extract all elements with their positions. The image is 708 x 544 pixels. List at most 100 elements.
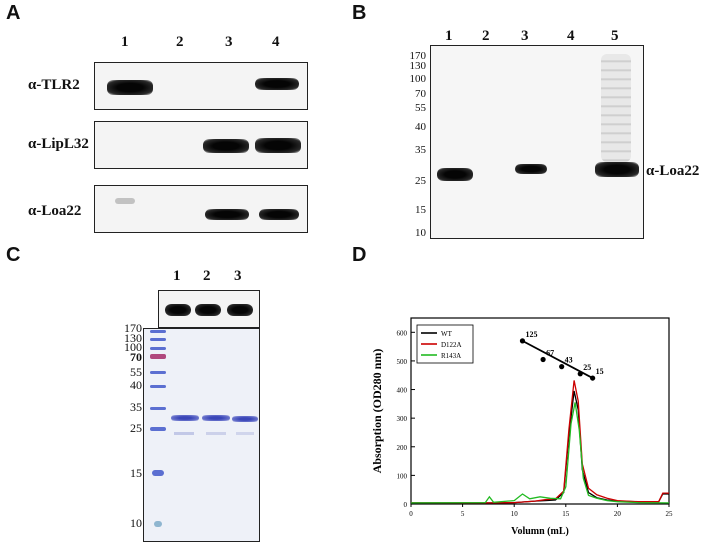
band-c-top-lane-1 [165, 304, 191, 316]
ladder-band-100 [150, 347, 166, 350]
ladder-band-130 [150, 338, 166, 341]
y-tick-label: 600 [397, 329, 408, 337]
y-tick-label: 0 [404, 501, 408, 509]
legend: WT D122A R143A [416, 324, 474, 364]
mw-c-35: 35 [130, 400, 142, 414]
mw-b-170: 170 [409, 50, 427, 62]
antibody-loa22-label-a: α-Loa22 [28, 203, 82, 219]
gel-faint-band-lane-3 [236, 432, 254, 435]
antibody-tlr2-label: α-TLR2 [28, 77, 80, 93]
panel-c-lane-2: 2 [203, 268, 211, 284]
panel-a-lane-3: 3 [225, 34, 233, 50]
y-tick-label: 100 [397, 472, 408, 480]
mw-c-40: 40 [130, 378, 142, 392]
gel-band-lane-2 [202, 415, 230, 421]
mw-c-170: 170 [124, 321, 142, 335]
antibody-loa22-label-b: α-Loa22 [646, 163, 700, 179]
band-b-lane-3 [515, 164, 547, 174]
series-line-r143a [410, 402, 670, 504]
mw-b-40: 40 [415, 121, 426, 133]
panel-a-label: A [6, 2, 21, 24]
ladder-band-15 [152, 470, 164, 476]
ladder-band-35 [150, 407, 166, 410]
legend-items: WT D122A R143A [421, 330, 462, 360]
standard-label: 25 [583, 363, 591, 372]
band-tlr2-lane-4 [255, 78, 299, 90]
panel-b-lane-4: 4 [567, 28, 575, 44]
mw-c-25: 25 [130, 421, 142, 435]
gel-faint-band-lane-2 [206, 432, 226, 435]
mw-c-70: 70 [130, 350, 142, 364]
mw-c-130: 130 [124, 331, 142, 345]
band-lipl32-lane-3 [203, 139, 249, 153]
panel-a-lane-1: 1 [121, 34, 129, 50]
panel-c-lane-3: 3 [234, 268, 242, 284]
mw-b-55: 55 [415, 102, 426, 114]
ladder-band-40 [150, 385, 166, 388]
panel-a-lane-2: 2 [176, 34, 184, 50]
mw-c-15: 15 [130, 466, 142, 480]
legend-label: D122A [441, 341, 462, 349]
x-ticks: 0 5 10 15 20 25 [409, 504, 673, 518]
gel-faint-band-lane-1 [174, 432, 194, 435]
mw-standards: 125 67 43 25 15 [519, 330, 604, 381]
mw-b-25: 25 [415, 175, 426, 187]
mw-b-10: 10 [415, 227, 426, 239]
band-loa22-lane-4 [259, 209, 299, 220]
blot-lipl32 [94, 121, 308, 169]
standard-label: 125 [525, 330, 537, 339]
ladder-band-170 [150, 330, 166, 333]
ladder-band-70 [150, 354, 166, 359]
y-ticks: 0 100 200 300 400 500 600 [397, 329, 415, 509]
ladder-band-25 [150, 427, 166, 431]
band-loa22-lane-3 [205, 209, 249, 220]
y-axis-label: Absorption (OD280 nm) [370, 349, 384, 474]
coomassie-gel [143, 328, 260, 542]
x-tick-label: 5 [461, 510, 465, 518]
x-tick-label: 10 [511, 510, 519, 518]
smear-b-lane-5 [601, 54, 631, 162]
legend-label: R143A [441, 352, 461, 360]
y-tick-label: 300 [397, 415, 408, 423]
blot-loa22-b [430, 45, 644, 239]
mw-b-100: 100 [409, 73, 427, 85]
legend-box [416, 324, 474, 364]
chart-series [410, 380, 670, 504]
series-line-d122a [411, 380, 669, 504]
blot-tlr2 [94, 62, 308, 110]
band-tlr2-lane-1 [107, 80, 153, 95]
standard-point [577, 371, 583, 377]
blot-c-top [158, 290, 260, 328]
x-tick-label: 25 [666, 510, 674, 518]
ladder-band-55 [150, 371, 166, 374]
sec-chart: 0 100 200 300 400 500 600 0 5 10 15 20 25 125 67 43 25… [370, 317, 673, 537]
standard-point [519, 338, 526, 344]
panel-b-label: B [352, 2, 367, 24]
panel-b-lane-5: 5 [611, 28, 619, 44]
band-b-lane-1 [437, 168, 473, 181]
panel-b-lane-3: 3 [521, 28, 529, 44]
standard-point [540, 356, 546, 363]
standard-point [590, 375, 596, 381]
mw-b-15: 15 [415, 204, 426, 216]
mw-b-130: 130 [409, 60, 427, 72]
antibody-lipl32-label: α-LipL32 [28, 136, 89, 152]
panel-b-lane-2: 2 [482, 28, 490, 44]
mw-b-35: 35 [415, 144, 426, 156]
panel-b-lane-1: 1 [445, 28, 453, 44]
y-tick-label: 500 [397, 358, 408, 366]
blot-loa22-a [94, 185, 308, 233]
mw-c-100: 100 [124, 340, 142, 354]
mw-b-70: 70 [415, 88, 426, 100]
standard-label: 15 [596, 367, 604, 376]
band-c-top-lane-3 [227, 304, 253, 316]
legend-label: WT [441, 330, 453, 338]
x-axis-label: Volumn (mL) [511, 526, 569, 537]
band-b-lane-5 [595, 162, 639, 177]
ladder-band-10 [154, 521, 162, 527]
mw-c-55: 55 [130, 365, 142, 379]
mw-c-10: 10 [130, 516, 142, 530]
x-tick-label: 20 [614, 510, 622, 518]
standard-point [559, 364, 565, 370]
standard-label: 43 [565, 356, 573, 365]
